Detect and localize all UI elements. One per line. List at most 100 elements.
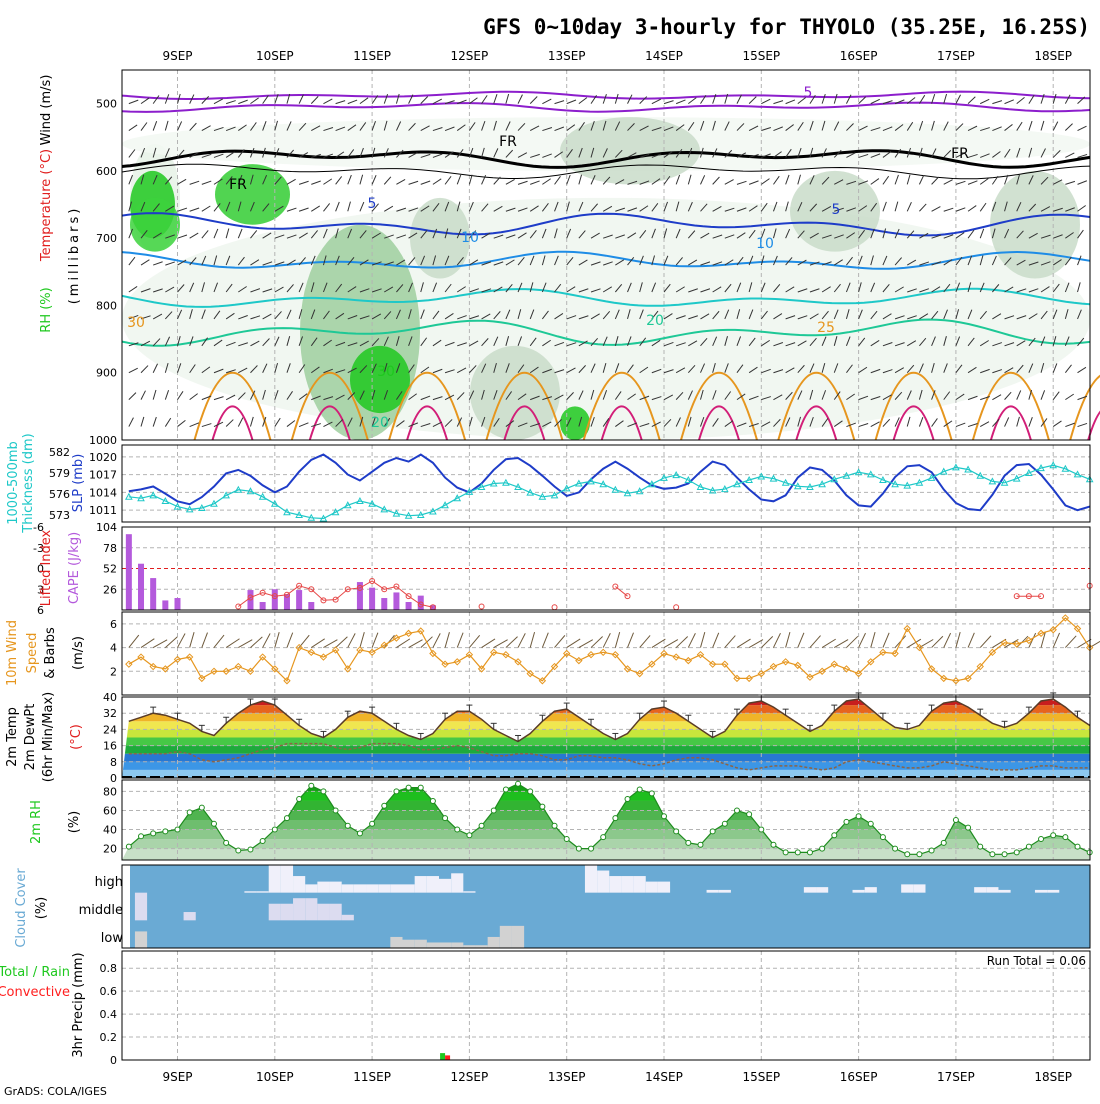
wind-barb bbox=[152, 389, 157, 400]
wind-barb bbox=[444, 176, 452, 185]
wind-barb bbox=[894, 315, 905, 320]
rh-point bbox=[198, 804, 205, 811]
wind-barb bbox=[469, 340, 479, 347]
wind-barb bbox=[748, 639, 764, 649]
cloud-bar bbox=[803, 887, 817, 893]
wind-barb bbox=[980, 127, 990, 132]
wind-barb bbox=[250, 288, 261, 293]
thickness-point bbox=[526, 488, 535, 496]
wind-barb bbox=[481, 95, 488, 104]
wind-barb bbox=[590, 147, 595, 158]
wind-barb bbox=[931, 148, 937, 158]
isotherm bbox=[121, 90, 1091, 100]
wind-barb bbox=[554, 394, 564, 401]
wind-barb bbox=[165, 234, 175, 239]
cloud-bar bbox=[341, 884, 354, 893]
wind-barb bbox=[1040, 176, 1049, 185]
wind-barb bbox=[335, 636, 348, 648]
cape-bar bbox=[271, 589, 278, 610]
wind-barb bbox=[481, 389, 485, 400]
wind-barb bbox=[663, 341, 674, 347]
wind-barb bbox=[323, 339, 332, 347]
wind-barb bbox=[590, 120, 595, 131]
wind-speed-point bbox=[185, 653, 194, 661]
wind-barb bbox=[395, 93, 400, 104]
wind-barb bbox=[943, 234, 954, 239]
rh-point bbox=[989, 851, 996, 858]
wind-barb bbox=[602, 390, 608, 400]
rh-point bbox=[1050, 832, 1057, 839]
wind-barb bbox=[396, 178, 406, 185]
wind-barb bbox=[870, 255, 874, 266]
wind-barb bbox=[821, 336, 827, 347]
contour-label: 5 bbox=[804, 85, 813, 101]
wind-barb bbox=[311, 423, 321, 428]
wind-barb bbox=[238, 286, 247, 293]
wind-barb bbox=[700, 232, 710, 239]
li-point bbox=[271, 593, 278, 600]
wind-barb bbox=[614, 363, 620, 373]
wind-barb bbox=[274, 205, 284, 212]
wind-barb bbox=[1016, 364, 1024, 374]
wind-barb bbox=[651, 228, 656, 239]
wind-barb bbox=[931, 93, 936, 104]
wind-barb bbox=[797, 288, 808, 293]
wind-barb bbox=[444, 312, 454, 320]
date-label: 12SEP bbox=[451, 1070, 489, 1084]
wind-barb bbox=[1004, 391, 1012, 400]
wind-speed-line bbox=[128, 617, 1091, 682]
wind-barb bbox=[846, 123, 854, 131]
wind-barb bbox=[651, 339, 661, 347]
wind-barb bbox=[554, 369, 565, 374]
wind-barb bbox=[457, 342, 467, 347]
wind-barb bbox=[408, 94, 414, 104]
wind-barb bbox=[347, 633, 356, 648]
wind-barb bbox=[493, 234, 504, 239]
wind-barb bbox=[627, 282, 632, 293]
tick-label: 700 bbox=[96, 232, 117, 245]
cape-bar bbox=[162, 600, 169, 610]
date-label: 16SEP bbox=[840, 1070, 878, 1084]
wind-barb bbox=[590, 288, 601, 293]
wind-barb bbox=[700, 261, 711, 266]
rh-point bbox=[721, 820, 728, 827]
rh-point bbox=[393, 788, 400, 795]
wind-barb bbox=[396, 149, 404, 158]
wind-barb bbox=[1052, 309, 1058, 320]
wind-barb bbox=[1004, 286, 1014, 293]
wind-barb bbox=[931, 234, 942, 239]
wind-barb bbox=[432, 178, 442, 185]
wind-barb bbox=[249, 416, 254, 427]
isotherm bbox=[121, 250, 1091, 270]
wind-barb bbox=[347, 392, 356, 400]
wind-barb bbox=[225, 341, 236, 347]
wind-barb bbox=[493, 205, 503, 212]
contour-label: 30 bbox=[127, 315, 145, 331]
wind-barb bbox=[639, 180, 650, 185]
wind-barb bbox=[651, 282, 657, 293]
wind-barb bbox=[724, 420, 734, 427]
wind-barb bbox=[359, 201, 365, 212]
tick-label: 0 bbox=[37, 563, 44, 576]
wind-barb bbox=[225, 369, 236, 374]
wind-barb bbox=[128, 634, 140, 648]
wind-barb bbox=[542, 368, 552, 374]
wind-barb bbox=[128, 201, 133, 212]
wind-barb bbox=[590, 175, 596, 185]
wind-barb bbox=[359, 174, 364, 185]
wind-barb bbox=[310, 309, 316, 320]
axis-label-cape: CAPE (J/kg) bbox=[67, 532, 82, 604]
wind-speed-point bbox=[976, 662, 984, 671]
wind-barb bbox=[420, 309, 425, 320]
date-label: 14SEP bbox=[645, 49, 683, 63]
rh-point bbox=[928, 847, 935, 854]
cloud-bar bbox=[584, 865, 598, 893]
rh-point bbox=[782, 849, 789, 856]
wind-barb bbox=[213, 178, 223, 185]
wind-barb bbox=[274, 148, 280, 158]
wind-barb bbox=[578, 201, 584, 212]
tick-label: 3 bbox=[37, 583, 44, 596]
cloud-bar bbox=[378, 884, 391, 893]
wind-barb bbox=[700, 120, 705, 131]
